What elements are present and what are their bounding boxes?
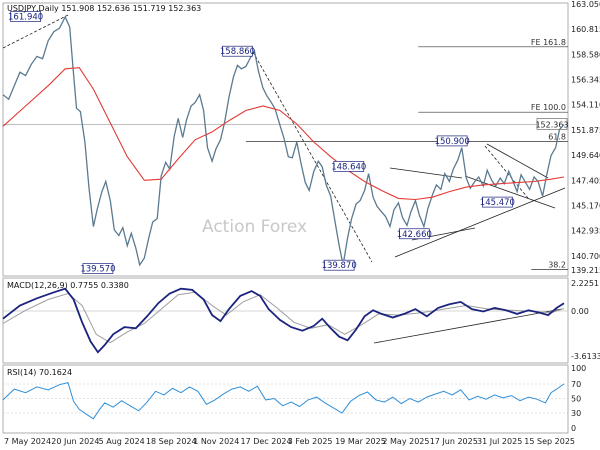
- price-annotation: 161.940: [8, 11, 43, 23]
- macd-y-tick: 2.2251: [571, 279, 599, 288]
- macd-signal-line: [2, 291, 565, 344]
- price-annotation: 150.900: [435, 135, 470, 147]
- axis-labels: 163.050 160.815 158.580 156.345 154.110 151.8…: [4, 0, 600, 446]
- rsi-y-tick: 50: [571, 395, 581, 404]
- x-axis-label: 17 Dec 2024: [241, 437, 292, 446]
- macd-series-layer: [2, 287, 565, 354]
- fib-level-label: 38.2: [548, 260, 566, 269]
- rsi-y-tick: 70: [571, 380, 581, 389]
- price-series-layer: [2, 15, 565, 267]
- fib-levels: FE 161.8 FE 100.0 61.8 38.2 152.363: [3, 38, 569, 270]
- price-y-tick: 145.170: [571, 201, 600, 210]
- x-axis-label: 31 Jul 2025: [477, 437, 522, 446]
- x-axis-label: 2 May 2025: [382, 437, 429, 446]
- watermark: Action Forex: [202, 217, 307, 237]
- macd-y-tick: -3.6133: [571, 352, 600, 361]
- dashed-trendline-3: [484, 145, 529, 199]
- annotation-label: 139.570: [80, 265, 115, 275]
- price-y-tick: 163.050: [571, 0, 600, 9]
- x-axis-label: 18 Sep 2024: [146, 437, 197, 446]
- annotation-label: 139.870: [322, 261, 357, 271]
- macd-header: MACD(12,26,9) 0.7755 0.3380: [7, 281, 129, 290]
- trendlines: [2, 13, 566, 263]
- rsi-series-layer: [2, 382, 565, 420]
- rsi-y-tick: 100: [571, 364, 586, 373]
- dashed-trendline-1: [2, 13, 71, 49]
- dashed-trendline-2: [252, 51, 373, 263]
- rsi-header: RSI(14) 70.1624: [7, 368, 72, 377]
- price-y-tick: 154.110: [571, 101, 600, 110]
- macd-y-tick: 0.00: [571, 307, 589, 316]
- support-trendline: [394, 187, 566, 258]
- price-y-tick: 151.875: [571, 126, 600, 135]
- price-annotation: 139.870: [322, 259, 357, 271]
- last-price-box: [536, 118, 568, 130]
- price-annotation: 142.660: [397, 228, 432, 240]
- price-y-tick: 139.215: [571, 266, 600, 275]
- x-axis-label: 19 Mar 2025: [335, 437, 386, 446]
- x-axis-label: 20 Jun 2024: [51, 437, 99, 446]
- price-annotation: 158.860: [220, 45, 255, 57]
- annotation-label: 161.940: [8, 13, 43, 23]
- x-axis-label: 3 Feb 2025: [288, 437, 333, 446]
- wedge-lower-line: [464, 175, 556, 209]
- price-annotation: 139.570: [80, 263, 115, 275]
- rsi-y-tick: 0: [571, 424, 576, 433]
- price-y-tick: 149.640: [571, 151, 600, 160]
- fib-level-label: FE 100.0: [531, 103, 566, 112]
- x-axis-label: 17 Jun 2025: [430, 437, 478, 446]
- annotation-label: 145.470: [480, 198, 515, 208]
- price-header: USDJPY,Daily 151.908 152.636 151.719 152…: [7, 4, 201, 13]
- fib-level-label: 61.8: [548, 132, 566, 141]
- rsi-line: [2, 382, 565, 420]
- price-annotation: 148.640: [331, 161, 366, 172]
- annotation-label: 150.900: [435, 137, 470, 147]
- x-axis-label: 7 May 2024: [4, 437, 51, 446]
- macd-panel-frame: [2, 277, 569, 364]
- channel-upper-line: [389, 167, 463, 179]
- moving-average-line: [2, 67, 565, 201]
- rsi-panel-frame: [2, 364, 569, 434]
- price-y-tick: 160.815: [571, 25, 600, 34]
- price-y-tick: 158.580: [571, 50, 600, 59]
- price-annotation: 145.470: [480, 196, 515, 208]
- price-line: [2, 15, 565, 267]
- last-price-label: 152.363: [535, 120, 568, 129]
- wedge-upper-line: [486, 143, 549, 179]
- price-y-tick: 147.405: [571, 176, 600, 185]
- annotation-label: 148.640: [331, 162, 366, 172]
- x-axis-label: 1 Nov 2024: [193, 437, 239, 446]
- x-axis-label: 15 Sep 2025: [524, 437, 575, 446]
- fib-level-label: FE 161.8: [531, 38, 566, 47]
- macd-trendline: [373, 308, 563, 344]
- x-axis-label: 5 Aug 2024: [99, 437, 145, 446]
- price-y-tick: 140.700: [571, 252, 600, 261]
- rsi-y-tick: 30: [571, 409, 581, 418]
- price-annotations: 161.940 139.570 158.860 139.870 148.640 142.6…: [8, 11, 515, 275]
- price-y-tick: 156.345: [571, 76, 600, 85]
- price-y-tick: 142.935: [571, 227, 600, 236]
- annotation-label: 158.860: [220, 47, 255, 57]
- annotation-label: 142.660: [397, 230, 432, 240]
- macd-line: [2, 287, 565, 354]
- price-panel-frame: [2, 2, 569, 277]
